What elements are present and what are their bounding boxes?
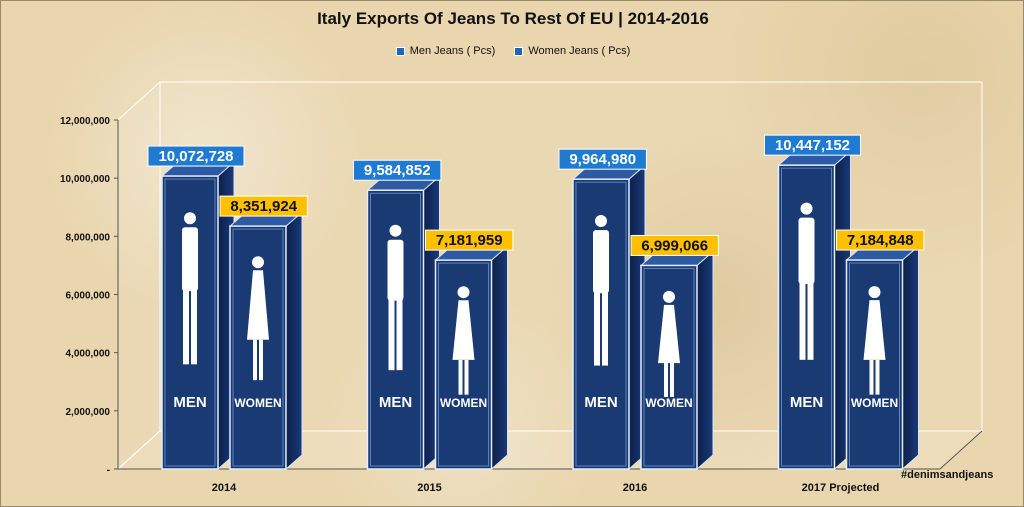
bar-inner-border (370, 192, 421, 467)
man-restroom-icon (182, 227, 198, 292)
man-restroom-icon (800, 202, 813, 215)
men-value-label-box (353, 159, 442, 181)
legend-label-men: Men Jeans ( Pcs) (409, 45, 496, 57)
woman-restroom-icon (458, 359, 463, 395)
woman-restroom-icon (252, 256, 264, 269)
man-restroom-icon (388, 297, 395, 371)
men-sign-text: MEN (790, 394, 823, 411)
men-bar (161, 175, 219, 470)
woman-restroom-icon (464, 359, 469, 395)
woman-restroom-icon (875, 359, 880, 395)
bar-side-face (491, 245, 508, 471)
woman-restroom-icon (670, 363, 674, 397)
men-sign-text: MEN (379, 394, 412, 411)
women-value-label-box (219, 195, 308, 217)
women-value-label: 8,351,924 (230, 198, 297, 215)
women-value-label: 6,999,066 (641, 237, 708, 254)
women-sign-text: WOMEN (234, 396, 281, 410)
men-value-label-box (147, 145, 245, 167)
y-tick-label: 2,000,000 (66, 407, 111, 418)
woman-restroom-icon (253, 339, 257, 381)
woman-restroom-icon (868, 286, 881, 299)
legend-item-women: Women Jeans ( Pcs) (514, 45, 630, 57)
men-value-label-box (764, 134, 861, 156)
men-bar (572, 178, 630, 470)
man-restroom-icon (387, 239, 404, 301)
women-value-label-box (425, 229, 514, 251)
men-value-label: 10,072,728 (158, 148, 233, 165)
bar-side-face (696, 250, 714, 471)
woman-restroom-icon (664, 363, 668, 397)
legend: Men Jeans ( Pcs) Women Jeans ( Pcs) (1, 45, 1024, 57)
bar-inner-border (781, 167, 832, 467)
man-restroom-icon (798, 217, 815, 284)
y-tick-label: 10,000,000 (60, 174, 110, 185)
woman-restroom-icon (663, 290, 675, 303)
woman-restroom-icon (863, 300, 886, 360)
women-sign-text: WOMEN (440, 396, 487, 410)
men-value-label-box (558, 148, 647, 170)
x-tick-label: 2016 (623, 482, 647, 494)
bar-inner-border (164, 178, 216, 467)
women-value-label: 7,181,959 (436, 232, 503, 249)
man-restroom-icon (807, 280, 814, 360)
man-restroom-icon (594, 290, 600, 366)
y-tick-label: - (107, 465, 110, 476)
man-restroom-icon (602, 290, 608, 366)
men-value-label: 9,584,852 (364, 162, 431, 179)
woman-restroom-icon (457, 286, 470, 299)
man-restroom-icon (799, 280, 806, 360)
bar-side-face (902, 244, 919, 471)
y-tick-label: 12,000,000 (60, 116, 110, 127)
man-restroom-icon (184, 212, 196, 225)
bar-inner-border (438, 262, 489, 467)
x-tick-label: 2014 (212, 482, 237, 494)
women-sign-text: WOMEN (645, 396, 692, 410)
legend-label-women: Women Jeans ( Pcs) (528, 45, 631, 57)
legend-swatch-men (395, 46, 405, 56)
side-wall (117, 80, 161, 471)
legend-swatch-women (514, 46, 524, 56)
woman-restroom-icon (869, 359, 874, 395)
man-restroom-icon (389, 224, 402, 237)
men-value-label: 10,447,152 (775, 137, 850, 154)
men-value-label: 9,964,980 (569, 151, 636, 168)
data-labels: 2014 2015 2016 2017 Projected 10,072,728 8,35… (147, 134, 925, 494)
x-axis-depth-line (939, 430, 983, 470)
man-restroom-icon (593, 229, 609, 294)
men-bar (366, 189, 425, 470)
chart-title: Italy Exports Of Jeans To Rest Of EU | 2… (317, 9, 709, 28)
woman-restroom-icon (259, 339, 263, 381)
men-sign-text: MEN (173, 394, 206, 411)
x-tick-label: 2015 (417, 482, 441, 494)
man-restroom-icon (595, 214, 607, 227)
man-restroom-icon (396, 297, 403, 371)
man-restroom-icon (183, 288, 189, 365)
woman-restroom-icon (452, 300, 475, 360)
man-restroom-icon (191, 288, 197, 365)
y-tick-label: 4,000,000 (66, 349, 111, 360)
women-sign-text: WOMEN (851, 396, 898, 410)
legend-item-men: Men Jeans ( Pcs) (395, 45, 496, 57)
y-tick-label: 8,000,000 (66, 232, 111, 243)
watermark-tag: #denimsandjeans (901, 469, 994, 481)
women-value-label-box (630, 234, 719, 256)
bar-inner-border (849, 262, 900, 467)
bar-inner-border (232, 228, 284, 467)
woman-restroom-icon (658, 304, 680, 364)
bar-inner-border (643, 267, 695, 467)
woman-restroom-icon (247, 270, 269, 340)
bar-side-face (285, 210, 303, 471)
women-value-label-box (836, 229, 925, 251)
men-sign-text: MEN (584, 394, 617, 411)
bar-inner-border (575, 181, 627, 467)
y-tick-label: 6,000,000 (66, 291, 111, 302)
men-bar (777, 164, 836, 470)
x-tick-label: 2017 Projected (802, 482, 880, 494)
women-value-label: 7,184,848 (847, 232, 914, 249)
